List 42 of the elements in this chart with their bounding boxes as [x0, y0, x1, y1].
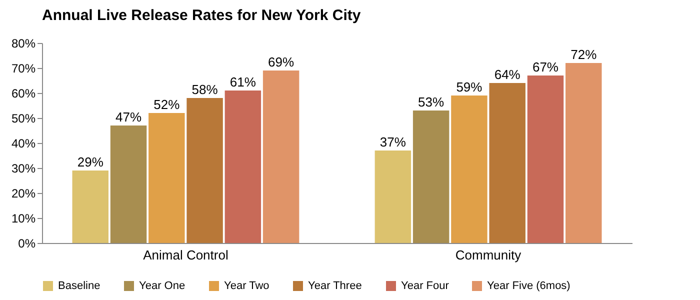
- data-label: 67%: [532, 60, 559, 74]
- bar: [374, 150, 412, 243]
- y-tick-label: 70%: [11, 62, 36, 76]
- bar: [262, 70, 300, 243]
- data-label: 58%: [192, 82, 218, 97]
- x-tick-label: Animal Control: [143, 248, 228, 262]
- bar: [566, 63, 602, 243]
- bar: [186, 98, 223, 243]
- bar: [527, 76, 564, 243]
- data-label: 29%: [77, 154, 104, 170]
- data-label: 53%: [418, 94, 445, 110]
- bar: [72, 170, 108, 243]
- bar: [412, 110, 450, 243]
- legend-label: Year Four: [401, 280, 450, 292]
- data-label: 37%: [380, 134, 406, 150]
- y-tick-label: 40%: [11, 136, 36, 150]
- data-label: 64%: [494, 67, 521, 82]
- data-label: 72%: [570, 47, 598, 62]
- y-tick-label: 30%: [11, 162, 36, 176]
- y-tick-label: 20%: [11, 186, 36, 200]
- legend-label: Year Three: [308, 280, 362, 292]
- data-label: 61%: [230, 74, 256, 90]
- data-label: 52%: [154, 97, 180, 112]
- y-tick-label: 80%: [11, 36, 36, 50]
- bar: [148, 113, 185, 243]
- chart-title: Annual Live Release Rates for New York City: [42, 7, 362, 24]
- y-tick-label: 0%: [18, 236, 36, 250]
- data-label: 69%: [268, 54, 295, 70]
- data-label: 59%: [456, 80, 483, 94]
- legend-label: Baseline: [58, 280, 100, 292]
- bar: [110, 126, 147, 243]
- legend-label: Year One: [139, 280, 186, 292]
- legend-label: Year Two: [224, 280, 270, 292]
- legend-label: Year Five (6mos): [487, 280, 570, 292]
- bar: [224, 90, 262, 243]
- bar: [489, 83, 526, 243]
- bar: [451, 96, 488, 243]
- y-tick-label: 50%: [11, 112, 36, 126]
- y-tick-label: 10%: [11, 212, 36, 226]
- y-tick-label: 60%: [11, 86, 36, 100]
- data-label: 47%: [115, 110, 142, 124]
- x-tick-label: Community: [455, 248, 522, 262]
